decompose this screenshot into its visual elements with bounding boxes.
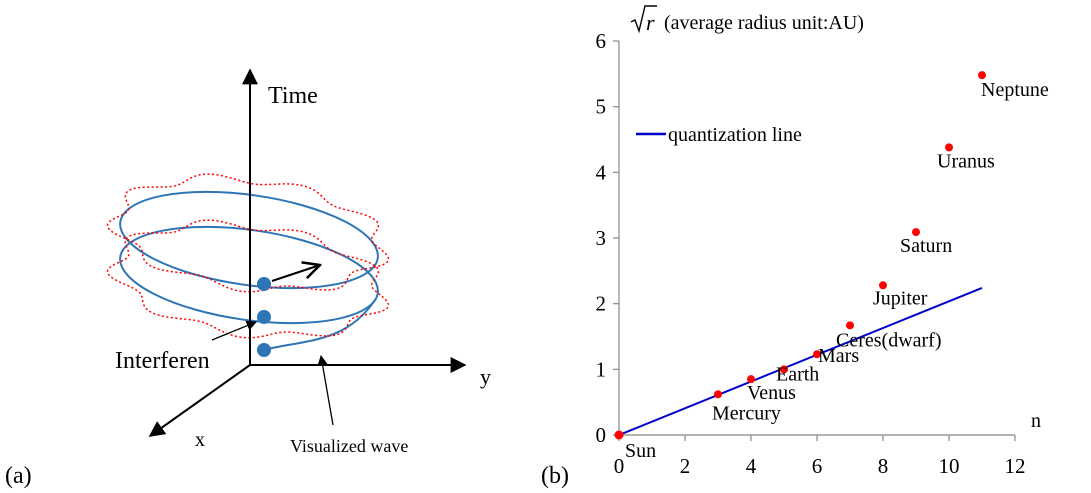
y-axis-title: r (average radius unit:AU) bbox=[630, 5, 864, 35]
point-label: Neptune bbox=[981, 79, 1049, 101]
y-title-text: (average radius unit:AU) bbox=[664, 12, 864, 34]
x-tick-label: 4 bbox=[746, 454, 757, 478]
x-axis-a bbox=[148, 364, 251, 437]
quantization-line bbox=[618, 286, 983, 436]
point-label: Uranus bbox=[937, 150, 995, 172]
x-tick-label: 0 bbox=[614, 454, 625, 478]
data-point bbox=[879, 281, 887, 290]
data-point bbox=[813, 350, 821, 359]
panel-a-label: (a) bbox=[5, 463, 32, 489]
data-point bbox=[846, 321, 854, 330]
y-tick-label: 0 bbox=[596, 423, 607, 447]
point-label: Venus bbox=[747, 382, 796, 404]
orbit-ellipse-upper bbox=[119, 190, 379, 290]
panel-b-label: (b) bbox=[541, 463, 569, 489]
orbit-dot-top bbox=[257, 277, 271, 291]
legend-label: quantization line bbox=[668, 124, 802, 146]
x-tick-group: 0 2 4 6 8 10 12 bbox=[614, 435, 1026, 478]
point-label: Sun bbox=[625, 440, 656, 462]
x-tick-label: 6 bbox=[812, 454, 823, 478]
data-point bbox=[912, 228, 920, 237]
point-label: Ceres(dwarf) bbox=[836, 329, 942, 351]
wave-curve-lower bbox=[106, 219, 390, 339]
legend: quantization line bbox=[636, 124, 802, 146]
interference-label: Interferen bbox=[115, 348, 210, 374]
x-axis-label-a: x bbox=[195, 429, 205, 451]
data-point bbox=[978, 71, 986, 80]
x-tick-label: 10 bbox=[939, 454, 960, 478]
y-tick-label: 3 bbox=[596, 226, 607, 250]
y-tick-label: 5 bbox=[596, 95, 607, 119]
x-axis-title: n bbox=[1031, 410, 1041, 432]
point-label: Earth bbox=[776, 363, 819, 385]
y-tick-label: 4 bbox=[596, 160, 607, 184]
data-point bbox=[747, 375, 755, 384]
x-tick-label: 12 bbox=[1005, 454, 1026, 478]
wave-label: Visualized wave bbox=[290, 436, 408, 456]
data-point bbox=[614, 430, 624, 440]
orbit-dot-middle bbox=[257, 310, 271, 324]
x-tick-label: 8 bbox=[878, 454, 889, 478]
point-label: Jupiter bbox=[873, 287, 928, 309]
x-tick-label: 2 bbox=[680, 454, 691, 478]
sqrt-symbol bbox=[630, 5, 657, 34]
point-label: Mercury bbox=[712, 402, 781, 424]
orbit-dot-bottom bbox=[257, 343, 271, 357]
data-point bbox=[714, 390, 722, 399]
orbit-ellipse-lower bbox=[119, 225, 379, 325]
panel-a: Time y x Interferen Visualized wave (a) bbox=[5, 68, 491, 489]
interference-pointer bbox=[211, 320, 257, 341]
direction-arrow bbox=[271, 265, 320, 282]
time-axis-label: Time bbox=[268, 83, 318, 109]
y-tick-label: 2 bbox=[596, 292, 607, 316]
y-symbol: r bbox=[646, 10, 655, 35]
data-point bbox=[945, 143, 953, 152]
data-point bbox=[780, 365, 788, 374]
wave-pointer bbox=[317, 354, 334, 426]
orbit-tail bbox=[263, 299, 376, 351]
y-tick-label: 6 bbox=[596, 29, 607, 53]
y-tick-group: 0 1 2 3 4 5 6 bbox=[596, 29, 619, 447]
wave-curve-upper bbox=[106, 173, 390, 293]
y-axis-label-a: y bbox=[480, 364, 491, 389]
point-label: Saturn bbox=[900, 235, 952, 257]
y-tick-label: 1 bbox=[596, 357, 607, 381]
point-label: Mars bbox=[818, 345, 859, 367]
